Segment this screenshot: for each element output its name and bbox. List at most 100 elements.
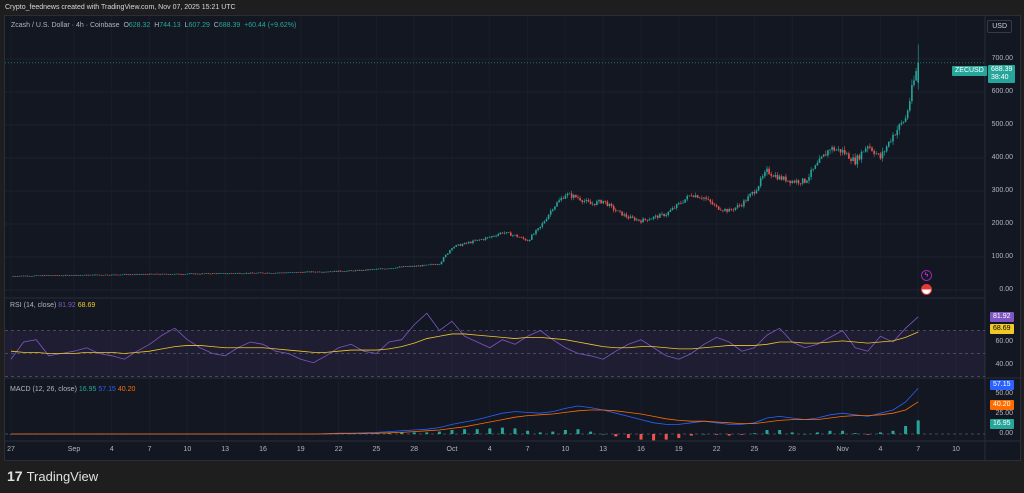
candle-body: [625, 214, 628, 217]
candle-body: [432, 264, 434, 265]
candle-body: [591, 203, 594, 205]
candle-body: [148, 273, 151, 275]
candle-body: [766, 168, 768, 172]
lightning-event-icon[interactable]: ϟ: [921, 270, 932, 281]
candle-body: [33, 275, 35, 277]
candle-body: [14, 276, 16, 277]
candle-body: [237, 273, 239, 274]
macd-histogram-bar: [904, 426, 908, 434]
candle-body: [564, 195, 567, 199]
candle-body: [348, 270, 350, 272]
candle-body: [428, 264, 430, 266]
candle-body: [272, 273, 275, 274]
time-tick: 10: [561, 446, 570, 453]
candle-body: [367, 269, 369, 271]
candle-body: [211, 273, 214, 274]
time-tick: 27: [7, 446, 15, 453]
macd-histogram-bar: [412, 432, 416, 434]
us-flag-event-icon[interactable]: [921, 284, 932, 295]
currency-button[interactable]: USD: [987, 20, 1012, 33]
candle-body: [665, 215, 667, 217]
candle-body: [486, 237, 489, 238]
candle-body: [62, 275, 65, 277]
candle-body: [43, 275, 46, 276]
candle-body: [633, 217, 636, 221]
candle-body: [621, 211, 623, 216]
candle-body: [358, 270, 361, 271]
candle-body: [247, 273, 250, 274]
candle-body: [363, 270, 365, 271]
candle-body: [35, 275, 37, 277]
candle-body: [793, 181, 796, 183]
candle-body: [161, 273, 163, 275]
candle-body: [310, 271, 313, 273]
candle-body: [772, 175, 775, 177]
candle-body: [375, 268, 378, 270]
rsi-legend: RSI (14, close) 81.92 68.69: [10, 302, 95, 310]
chart-canvas[interactable]: [5, 16, 1020, 460]
candle-body: [581, 200, 583, 202]
candle-body: [373, 269, 376, 270]
candle-body: [100, 274, 103, 276]
candle-body: [902, 121, 905, 123]
price-tick: 200.00: [991, 220, 1013, 227]
candle-body: [615, 210, 617, 212]
candle-body: [451, 248, 453, 251]
candle-body: [203, 273, 205, 275]
candle-body: [659, 213, 661, 218]
candle-body: [216, 273, 218, 275]
candle-body: [839, 149, 842, 153]
time-tick: 16: [637, 446, 645, 453]
candle-body: [526, 240, 529, 242]
candle-body: [415, 265, 418, 267]
candle-body: [73, 274, 75, 276]
candle-body: [255, 272, 258, 274]
candle-body: [745, 200, 747, 202]
candle-body: [474, 240, 476, 242]
candle-body: [810, 169, 812, 177]
macd-tick: 50.00: [995, 390, 1013, 397]
candle-body: [174, 273, 176, 275]
chart-frame[interactable]: Zcash / U.S. Dollar · 4h · Coinbase O628…: [4, 15, 1021, 461]
candle-body: [652, 216, 655, 219]
candle-body: [568, 193, 571, 195]
candle-body: [484, 237, 487, 240]
candle-body: [585, 200, 588, 201]
rsi-ma-line: [10, 331, 919, 354]
candle-body: [270, 273, 273, 274]
time-tick: 19: [674, 446, 683, 453]
candle-body: [631, 216, 634, 218]
candle-body: [444, 254, 447, 258]
candle-body: [300, 272, 302, 273]
candle-body: [226, 273, 229, 275]
candle-body: [329, 271, 331, 273]
candle-body: [405, 266, 407, 267]
candle-body: [85, 274, 88, 276]
candle-body: [822, 154, 825, 157]
candle-body: [54, 275, 56, 276]
candle-body: [875, 153, 877, 155]
candle-body: [318, 271, 321, 273]
candle-body: [881, 151, 884, 159]
candle-body: [867, 146, 869, 149]
macd-histogram-bar: [891, 430, 895, 434]
candle-body: [222, 273, 224, 274]
candle-body: [598, 199, 600, 202]
candle-body: [864, 148, 867, 152]
macd-histogram-bar: [664, 434, 668, 440]
candle-body: [461, 244, 464, 246]
candle-body: [314, 271, 317, 273]
candle-body: [713, 204, 716, 206]
candle-body: [753, 191, 756, 194]
candle-body: [827, 150, 829, 156]
candle-body: [22, 275, 25, 277]
candle-body: [468, 242, 470, 244]
candle-body: [783, 176, 785, 180]
candle-body: [159, 274, 161, 275]
candle-body: [717, 206, 720, 210]
candle-body: [182, 274, 184, 275]
candle-body: [801, 178, 804, 184]
close-value: 688.39: [218, 22, 241, 29]
candle-body: [285, 272, 287, 274]
candle-body: [539, 226, 541, 229]
